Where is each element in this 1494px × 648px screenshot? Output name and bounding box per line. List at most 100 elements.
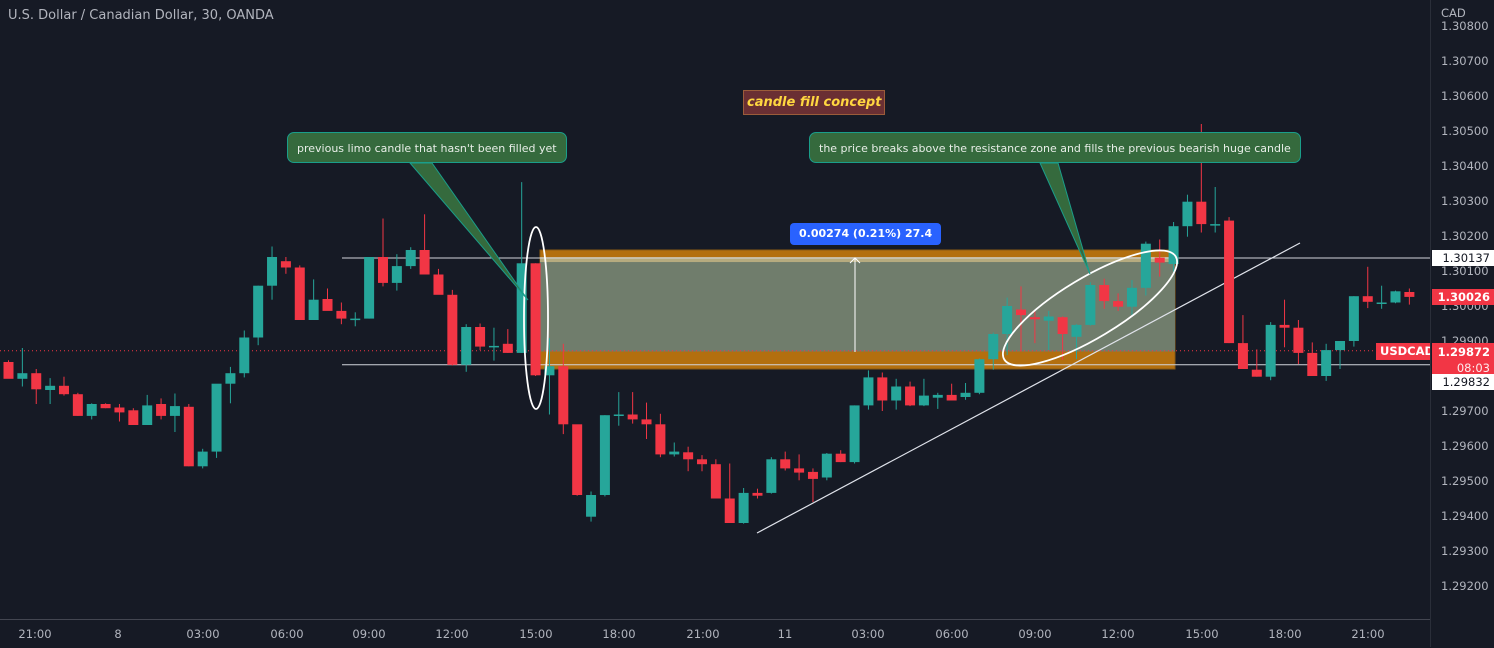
candle xyxy=(1057,316,1068,360)
left-candle-ellipse[interactable] xyxy=(523,226,549,410)
time-axis[interactable]: 21:00 8 03:00 06:00 09:00 12:00 15:00 18:00 21:0… xyxy=(0,619,1430,648)
concept-title-label[interactable]: candle fill concept xyxy=(743,90,886,115)
candle xyxy=(516,182,527,353)
candle xyxy=(322,288,333,311)
candle xyxy=(946,383,957,401)
candle xyxy=(710,459,721,499)
candle xyxy=(3,360,14,379)
last-price-label: 1.29872 08:03 xyxy=(1432,343,1494,377)
candle xyxy=(738,488,749,524)
candle xyxy=(1182,194,1193,237)
candle xyxy=(308,279,319,320)
bar-countdown: 08:03 xyxy=(1456,361,1490,375)
horizontal-lines[interactable] xyxy=(0,257,1430,366)
candle xyxy=(988,332,999,370)
candle xyxy=(1348,296,1359,347)
price-tick: 1.29500 xyxy=(1441,474,1489,488)
callout-right[interactable]: the price breaks above the resistance zo… xyxy=(809,132,1301,163)
callout-left[interactable]: previous limo candle that hasn't been fi… xyxy=(287,132,567,163)
candle xyxy=(211,383,222,458)
price-tick: 1.30600 xyxy=(1441,89,1489,103)
time-tick: 12:00 xyxy=(435,627,469,641)
candle xyxy=(183,404,194,467)
candle xyxy=(613,392,624,426)
candle xyxy=(1154,239,1165,277)
time-tick: 15:00 xyxy=(1185,627,1219,641)
price-tick: 1.30700 xyxy=(1441,54,1489,68)
last-price-value: 1.29872 xyxy=(1437,345,1490,359)
candle xyxy=(461,324,472,372)
time-tick: 12:00 xyxy=(1101,627,1135,641)
price-tick: 1.29300 xyxy=(1441,544,1489,558)
candle xyxy=(1321,343,1332,381)
candle xyxy=(86,403,97,420)
resistance-zone[interactable] xyxy=(539,249,1176,370)
candle xyxy=(1085,282,1096,326)
candle xyxy=(114,404,125,422)
time-tick: 21:00 xyxy=(1351,627,1385,641)
breakout-ellipse[interactable] xyxy=(989,231,1191,385)
candle xyxy=(974,358,985,395)
candle xyxy=(1126,280,1137,317)
time-tick: 15:00 xyxy=(519,627,553,641)
candle xyxy=(253,285,264,346)
candle xyxy=(1071,324,1082,360)
candle xyxy=(45,378,56,404)
candle xyxy=(31,369,42,404)
candle xyxy=(752,488,763,499)
candle xyxy=(544,338,555,415)
candle xyxy=(433,268,444,295)
candle xyxy=(156,398,167,420)
candle xyxy=(835,450,846,463)
candle xyxy=(239,330,250,378)
time-tick: 09:00 xyxy=(1018,627,1052,641)
price-axis[interactable]: CAD 1.30800 1.30700 1.30600 1.30500 1.30400 1… xyxy=(1430,0,1494,647)
candle xyxy=(586,491,597,522)
candle xyxy=(405,247,416,269)
candle xyxy=(655,413,666,458)
price-tick: 1.30800 xyxy=(1441,19,1489,33)
price-tick: 1.29200 xyxy=(1441,579,1489,593)
candle xyxy=(849,405,860,464)
candle xyxy=(169,393,180,432)
candle xyxy=(599,415,610,497)
price-tick: 1.30500 xyxy=(1441,124,1489,138)
candle xyxy=(1043,310,1054,351)
chart-plot-area[interactable] xyxy=(0,0,1430,619)
time-tick: 21:00 xyxy=(18,627,52,641)
candle xyxy=(1390,290,1401,304)
time-tick: 06:00 xyxy=(935,627,969,641)
candle xyxy=(447,289,458,366)
candle xyxy=(72,392,83,416)
candle xyxy=(1099,278,1110,309)
measure-arrow xyxy=(849,257,861,352)
price-range-measure-label[interactable]: 0.00274 (0.21%) 27.4 xyxy=(790,223,942,245)
candlestick-series xyxy=(3,124,1415,524)
candle xyxy=(475,323,486,351)
candle xyxy=(1140,241,1151,296)
resistance-price-label: 1.30137 xyxy=(1432,250,1494,266)
candle xyxy=(1224,217,1235,344)
currency-label: CAD xyxy=(1441,6,1466,20)
candle xyxy=(918,378,929,407)
time-tick: 21:00 xyxy=(686,627,720,641)
price-tick: 1.30100 xyxy=(1441,264,1489,278)
time-tick: 18:00 xyxy=(1268,627,1302,641)
candle xyxy=(280,257,291,274)
price-tick: 1.30300 xyxy=(1441,194,1489,208)
time-tick: 8 xyxy=(114,627,122,641)
candle xyxy=(1113,293,1124,311)
candle xyxy=(794,454,805,481)
candle xyxy=(530,263,541,376)
candle xyxy=(1362,266,1373,309)
support-price-label: 1.29832 xyxy=(1432,374,1494,390)
trend-line[interactable] xyxy=(756,242,1301,534)
candle xyxy=(1376,285,1387,309)
candle xyxy=(1002,297,1013,355)
price-tick: 1.30400 xyxy=(1441,159,1489,173)
highlight-ellipses[interactable] xyxy=(523,226,1191,410)
candle xyxy=(1029,311,1040,344)
candle xyxy=(572,424,583,496)
candle xyxy=(350,312,361,327)
candle xyxy=(697,455,707,472)
